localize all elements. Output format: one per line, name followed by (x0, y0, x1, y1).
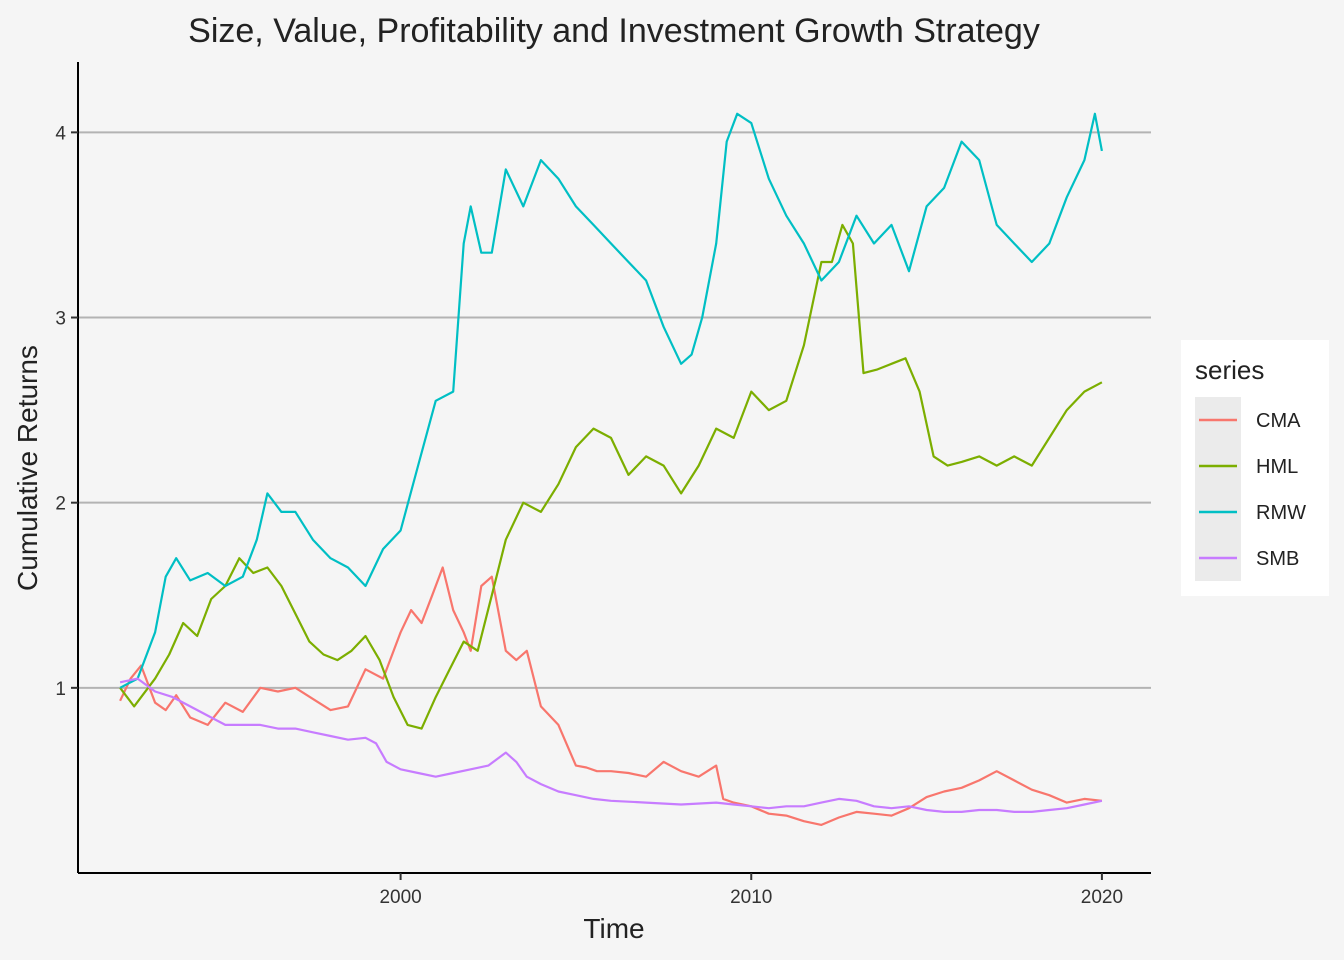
series-line-rmw (119, 112, 1103, 689)
gridlines (78, 131, 1151, 689)
legend-title: series (1195, 355, 1264, 385)
y-tick-label: 1 (55, 679, 66, 700)
legend: series CMA HML RMW SMB (1181, 340, 1329, 596)
legend-label-rmw: RMW (1256, 502, 1306, 524)
legend-items: CMA HML RMW SMB (1195, 397, 1306, 581)
chart-title: Size, Value, Profitability and Investmen… (188, 12, 1040, 50)
x-axis-ticks: 2000 2010 2020 (379, 873, 1123, 908)
legend-label-smb: SMB (1256, 548, 1299, 570)
legend-label-hml: HML (1256, 456, 1298, 478)
y-tick-label: 3 (55, 309, 66, 330)
x-tick-label: 2020 (1081, 887, 1123, 908)
y-tick-label: 2 (55, 494, 66, 515)
x-tick-label: 2000 (379, 887, 421, 908)
y-axis-ticks: 1 2 3 4 (55, 123, 78, 700)
series-line-smb (119, 677, 1103, 814)
y-tick-label: 4 (55, 123, 66, 144)
x-axis-title: Time (583, 913, 644, 944)
x-tick-label: 2010 (730, 887, 772, 908)
series-line-hml (119, 223, 1103, 730)
legend-label-cma: CMA (1256, 410, 1301, 432)
y-axis-title: Cumulative Returns (12, 345, 43, 591)
series-lines (119, 112, 1103, 827)
